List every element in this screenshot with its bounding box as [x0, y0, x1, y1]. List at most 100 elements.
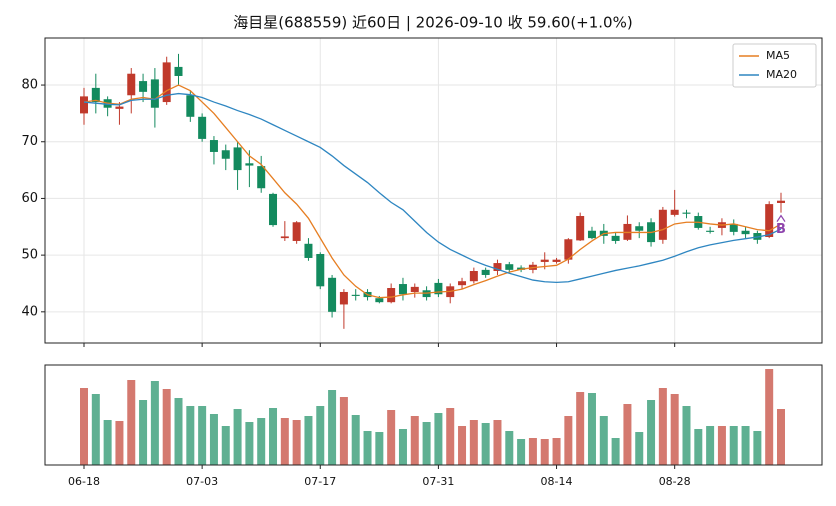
- volume-bar: [587, 393, 596, 465]
- volume-bar: [753, 431, 762, 465]
- candle-body: [658, 209, 667, 240]
- volume-bar: [694, 429, 703, 465]
- annotation: B: [776, 222, 786, 237]
- volume-bar: [292, 420, 301, 465]
- volume-bar: [741, 426, 750, 465]
- y-tick-label: 50: [21, 248, 38, 263]
- volume-bar: [162, 389, 171, 465]
- volume-bar: [576, 392, 585, 465]
- volume-bar: [564, 416, 573, 465]
- y-tick-label: 60: [21, 191, 38, 206]
- volume-bar: [458, 426, 467, 465]
- candle-body: [398, 284, 407, 295]
- candle-body: [540, 259, 549, 262]
- volume-bar: [257, 418, 266, 465]
- volume-bar: [80, 388, 88, 465]
- volume-bar: [233, 409, 242, 465]
- volume-bar: [280, 418, 289, 465]
- volume-bar: [777, 409, 785, 465]
- candle-body: [410, 286, 419, 292]
- volume-bar: [221, 426, 230, 465]
- candle-body: [186, 95, 195, 117]
- volume-bar: [517, 439, 526, 465]
- volume-bar: [351, 415, 360, 465]
- volume-bar: [339, 397, 348, 465]
- volume-bar: [446, 408, 455, 465]
- candle-body: [245, 163, 254, 166]
- candle-body: [339, 291, 348, 305]
- volume-bar: [528, 438, 537, 465]
- volume-bar: [375, 432, 384, 465]
- volume-bar: [174, 398, 183, 465]
- price-frame: [44, 37, 823, 344]
- legend-label: MA5: [766, 49, 790, 62]
- candle-body: [233, 147, 242, 171]
- candle-body: [670, 209, 679, 215]
- candle-body: [316, 253, 325, 287]
- volume-bar: [150, 381, 159, 465]
- volume-bar: [682, 406, 691, 465]
- candle-body: [576, 216, 585, 241]
- volume-bar: [328, 390, 337, 465]
- candle-body: [162, 62, 171, 103]
- x-tick-label: 07-31: [422, 475, 454, 488]
- volume-bar: [115, 421, 124, 465]
- volume-bar: [765, 369, 774, 465]
- volume-bar: [717, 426, 726, 465]
- annotation-arrow: [776, 214, 786, 222]
- candle-body: [387, 288, 396, 303]
- y-tick-label: 40: [21, 304, 38, 319]
- volume-bar: [127, 380, 136, 465]
- candle-body: [729, 223, 738, 232]
- candle-body: [611, 235, 620, 241]
- volume-bar: [422, 422, 431, 465]
- candle-body: [115, 106, 124, 109]
- candle-body: [493, 263, 502, 272]
- volume-bar: [469, 420, 478, 465]
- plot: [80, 53, 785, 465]
- volume-bar: [398, 429, 407, 465]
- y-tick-label: 70: [21, 134, 38, 149]
- candle-body: [706, 230, 715, 232]
- x-tick-label: 07-17: [304, 475, 336, 488]
- volume-bar: [304, 416, 313, 465]
- candle-body: [198, 116, 207, 139]
- candle-body: [292, 222, 301, 241]
- volume-bar: [186, 406, 195, 465]
- volume-bar: [316, 406, 325, 465]
- volume-frame: [44, 364, 823, 466]
- x-tick-label: 07-03: [186, 475, 218, 488]
- candle-body: [209, 140, 218, 152]
- volume-bar: [481, 423, 490, 465]
- volume-bar: [729, 426, 738, 465]
- volume-bar: [103, 420, 112, 465]
- candle-body: [91, 87, 100, 103]
- candle-body: [269, 193, 278, 226]
- candle-body: [505, 264, 514, 270]
- candle-body: [552, 259, 561, 262]
- candle-body: [328, 277, 337, 312]
- candle-body: [481, 269, 490, 275]
- candle-body: [458, 281, 467, 286]
- volume-bar: [647, 400, 656, 465]
- volume-bar: [540, 439, 549, 465]
- volume-bar: [623, 404, 632, 465]
- volume-bar: [434, 413, 443, 465]
- candle-body: [375, 298, 384, 303]
- volume-bar: [245, 422, 254, 465]
- candle-body: [257, 166, 266, 189]
- ma-line: [83, 84, 782, 299]
- volume-bar: [670, 394, 679, 465]
- candle-body: [434, 282, 443, 295]
- candle-body: [351, 294, 360, 296]
- volume-bar: [706, 426, 715, 465]
- volume-bar: [658, 388, 667, 465]
- chart-title: 海目星(688559) 近60日 | 2026-09-10 收 59.60(+1…: [233, 14, 632, 32]
- candle-body: [150, 79, 159, 108]
- volume-bar: [552, 438, 561, 465]
- x-tick-label: 06-18: [68, 475, 100, 488]
- volume-bar: [387, 410, 396, 465]
- candle-body: [635, 226, 644, 231]
